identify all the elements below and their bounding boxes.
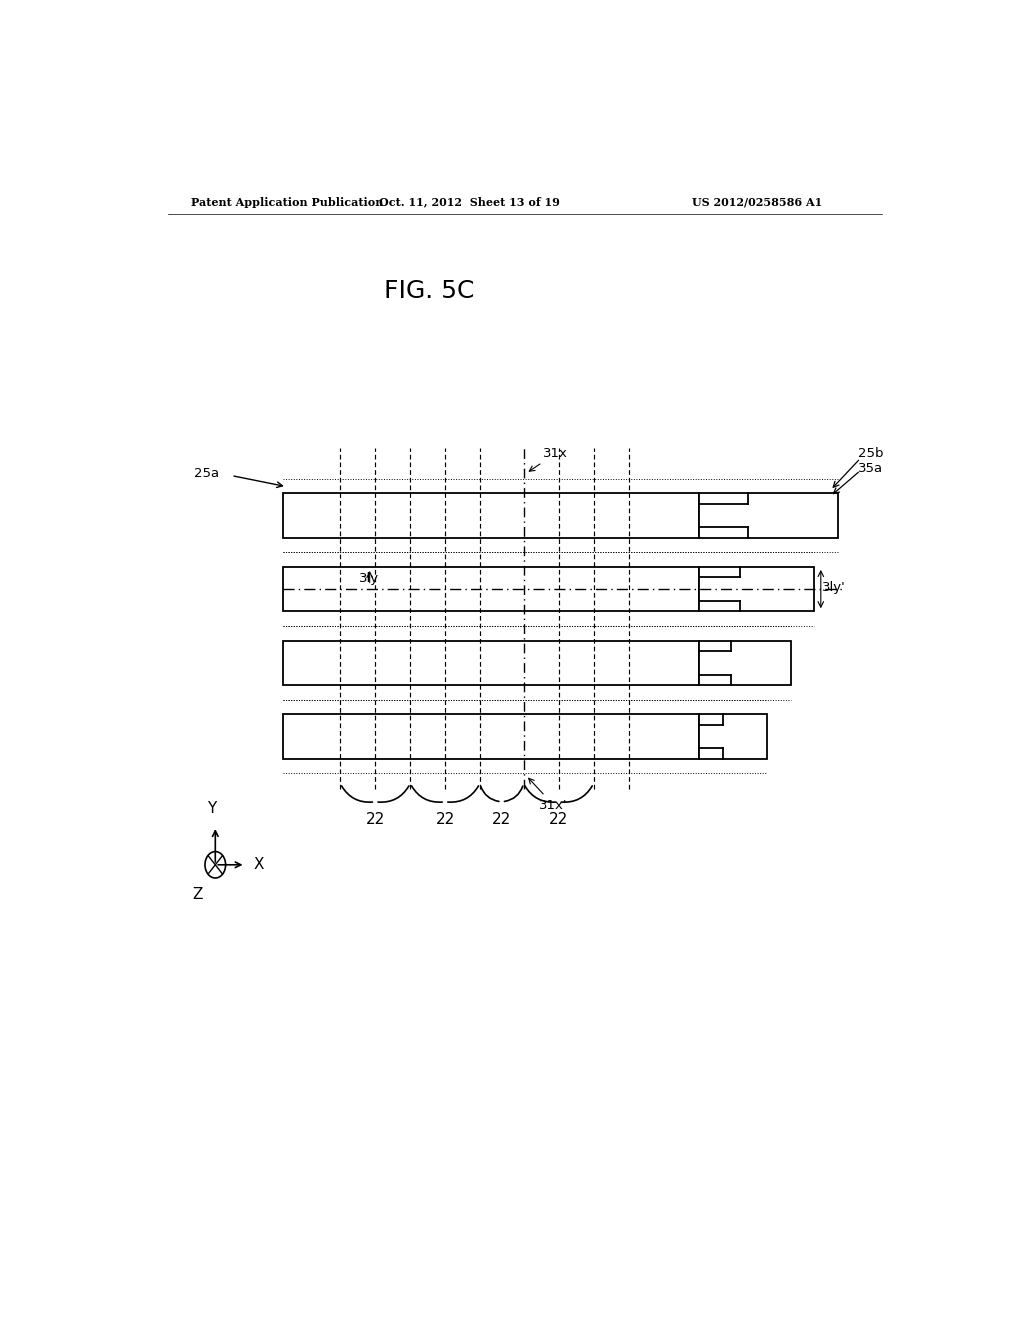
FancyBboxPatch shape xyxy=(283,714,699,759)
FancyBboxPatch shape xyxy=(699,640,791,685)
Text: 3ly': 3ly' xyxy=(822,581,846,594)
FancyBboxPatch shape xyxy=(699,714,767,759)
FancyBboxPatch shape xyxy=(283,640,699,685)
Text: 22: 22 xyxy=(493,812,511,826)
Text: 25a: 25a xyxy=(195,467,219,480)
Text: 35a: 35a xyxy=(858,462,884,475)
Text: Z: Z xyxy=(193,887,203,902)
FancyBboxPatch shape xyxy=(699,568,814,611)
Text: Patent Application Publication: Patent Application Publication xyxy=(191,197,384,207)
Text: X: X xyxy=(253,857,264,873)
Text: 31x': 31x' xyxy=(528,779,568,812)
FancyBboxPatch shape xyxy=(699,494,839,537)
Text: US 2012/0258586 A1: US 2012/0258586 A1 xyxy=(692,197,822,207)
Text: Y: Y xyxy=(207,801,216,816)
Text: 31x: 31x xyxy=(529,446,568,471)
Text: Oct. 11, 2012  Sheet 13 of 19: Oct. 11, 2012 Sheet 13 of 19 xyxy=(379,197,560,207)
Text: 22: 22 xyxy=(435,812,455,826)
FancyBboxPatch shape xyxy=(283,568,699,611)
FancyBboxPatch shape xyxy=(283,494,699,537)
Text: FIG. 5C: FIG. 5C xyxy=(384,279,475,302)
Text: 25b: 25b xyxy=(858,446,884,459)
Text: 22: 22 xyxy=(366,812,385,826)
Text: 3ly: 3ly xyxy=(359,572,380,585)
Text: 22: 22 xyxy=(549,812,568,826)
